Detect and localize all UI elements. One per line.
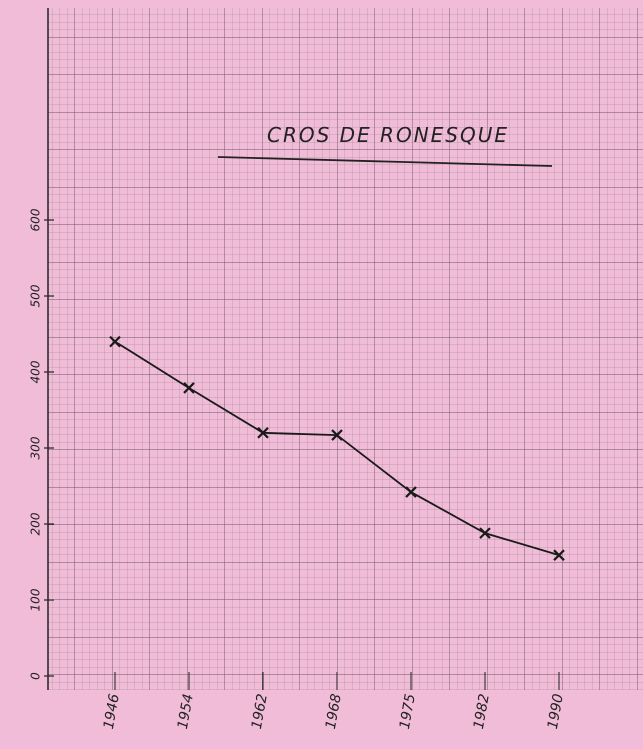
x-tick-label: 1946 — [101, 693, 123, 731]
graph-paper — [48, 8, 643, 690]
y-tick-label: 0 — [29, 672, 43, 680]
x-tick-label: 1968 — [323, 693, 345, 731]
chart-title: CROS DE RONESQUE — [267, 123, 509, 147]
y-tick-label: 500 — [29, 284, 43, 307]
x-tick-label: 1962 — [249, 693, 271, 731]
title-underline — [217, 156, 553, 167]
x-tick-label: 1990 — [545, 693, 567, 731]
point-marker — [109, 335, 121, 348]
point-marker — [553, 549, 565, 561]
y-tick-label: 600 — [29, 208, 43, 231]
x-tick-label: 1982 — [471, 693, 493, 731]
point-marker — [183, 382, 195, 394]
x-tick-label: 1975 — [397, 693, 419, 731]
x-tick-label: 1954 — [175, 693, 197, 731]
point-marker — [479, 527, 491, 539]
point-marker — [331, 429, 343, 441]
point-marker — [405, 486, 417, 498]
y-tick-label: 300 — [29, 436, 43, 459]
y-tick-label: 100 — [29, 588, 43, 611]
y-tick-label: 400 — [29, 360, 43, 383]
point-marker — [257, 427, 269, 439]
y-tick-label: 200 — [29, 512, 43, 535]
